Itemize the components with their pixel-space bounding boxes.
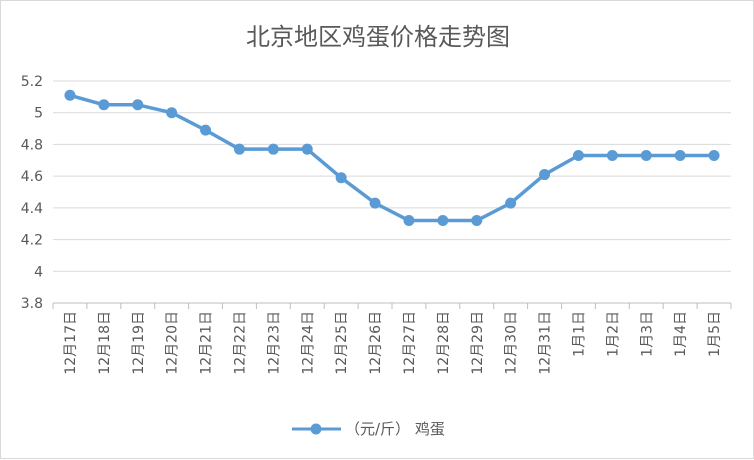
grid-lines xyxy=(52,80,732,309)
data-point xyxy=(437,215,449,227)
x-tick-label: 12月28日 xyxy=(436,311,452,375)
x-tick-label: 12月31日 xyxy=(538,311,554,375)
x-tick-label: 12月23日 xyxy=(266,311,282,375)
data-point xyxy=(640,150,652,162)
y-tick-label: 5.2 xyxy=(21,74,43,90)
y-axis-ticks: 3.8 4 4.2 4.4 4.6 4.8 5 5.2 xyxy=(21,74,43,312)
x-tick-label: 1月3日 xyxy=(639,311,655,357)
x-tick-label: 12月30日 xyxy=(504,311,520,375)
y-tick-label: 4.4 xyxy=(21,201,43,217)
x-tick-label: 12月29日 xyxy=(470,311,486,375)
data-point xyxy=(572,150,584,162)
x-axis-ticks: 12月17日 12月18日 12月19日 12月20日 12月21日 12月22日 12月2… xyxy=(63,311,723,375)
y-tick-label: 4.2 xyxy=(21,233,43,249)
y-tick-label: 5 xyxy=(34,106,43,122)
x-tick-label: 1月1日 xyxy=(571,311,587,357)
series-group xyxy=(64,89,720,227)
y-tick-label: 3.8 xyxy=(21,296,43,312)
legend: （元/斤） 鸡蛋 xyxy=(292,420,445,438)
data-point xyxy=(369,197,381,209)
data-point xyxy=(166,107,178,119)
data-point xyxy=(233,143,245,155)
data-point xyxy=(335,172,347,184)
data-point xyxy=(674,150,686,162)
data-point xyxy=(708,150,720,162)
x-tick-label: 12月18日 xyxy=(97,311,113,375)
x-tick-label: 12月27日 xyxy=(402,311,418,375)
series-line xyxy=(69,93,715,223)
x-tick-label: 12月22日 xyxy=(232,311,248,375)
data-point xyxy=(505,197,517,209)
data-point xyxy=(539,169,551,181)
data-point xyxy=(267,143,279,155)
data-point xyxy=(606,150,618,162)
data-point xyxy=(471,215,483,227)
legend-point-marker xyxy=(310,423,322,435)
y-tick-label: 4.6 xyxy=(21,169,43,185)
data-point xyxy=(301,143,313,155)
x-tick-label: 12月26日 xyxy=(368,311,384,375)
x-tick-label: 1月2日 xyxy=(605,311,621,357)
x-tick-label: 12月19日 xyxy=(131,311,147,375)
x-tick-label: 1月5日 xyxy=(707,311,723,357)
x-tick-label: 12月17日 xyxy=(63,311,79,375)
y-tick-label: 4 xyxy=(34,264,43,280)
data-point xyxy=(132,99,144,111)
data-point xyxy=(403,215,415,227)
data-point xyxy=(98,99,110,111)
x-tick-label: 12月24日 xyxy=(300,311,316,375)
data-point xyxy=(200,124,212,136)
x-tick-label: 1月4日 xyxy=(673,311,689,357)
x-tick-label: 12月20日 xyxy=(165,311,181,375)
chart-title: 北京地区鸡蛋价格走势图 xyxy=(246,23,510,51)
data-point xyxy=(64,89,76,101)
y-tick-label: 4.8 xyxy=(21,137,43,153)
legend-label: （元/斤） 鸡蛋 xyxy=(345,420,445,438)
x-tick-label: 12月21日 xyxy=(199,311,215,375)
x-tick-label: 12月25日 xyxy=(334,311,350,375)
